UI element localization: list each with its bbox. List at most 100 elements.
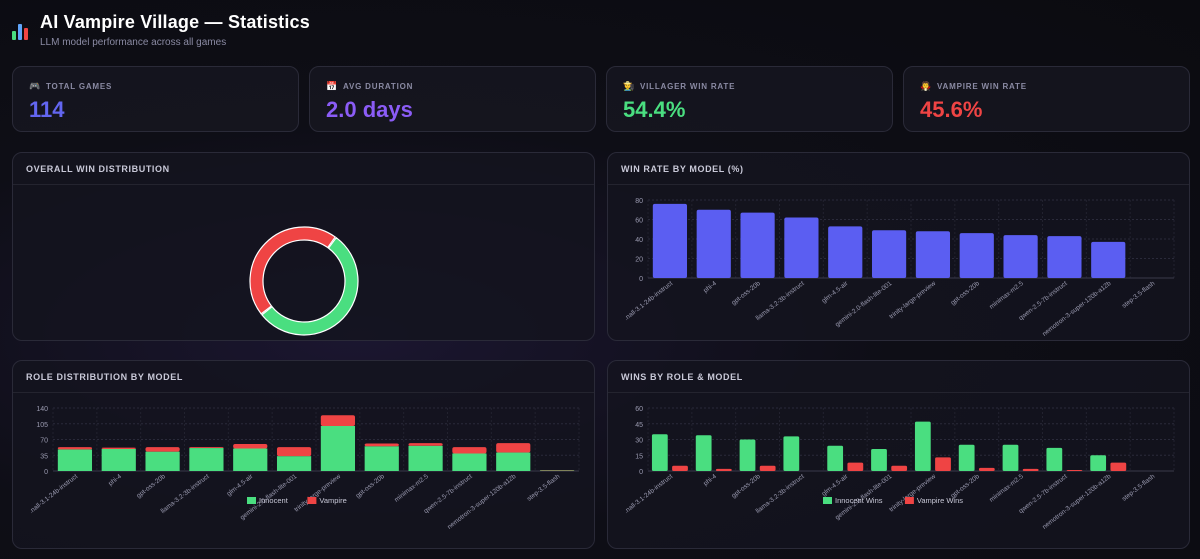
bar-innocent bbox=[452, 453, 487, 471]
bar-innocent-wins bbox=[783, 436, 800, 471]
bar bbox=[784, 217, 819, 278]
y-tick-label: 70 bbox=[40, 438, 48, 445]
legend-swatch bbox=[247, 497, 256, 504]
bar-innocent bbox=[496, 452, 531, 471]
bar-chart-icon bbox=[12, 18, 30, 40]
stat-value: 45.6% bbox=[920, 97, 983, 122]
bar-innocent-wins bbox=[1046, 447, 1063, 471]
legend-swatch bbox=[904, 497, 914, 504]
x-tick-label: glm-4.5-air bbox=[821, 280, 850, 305]
x-tick-label: step-3.5-flash bbox=[526, 473, 562, 503]
bar-vampire bbox=[276, 447, 312, 457]
bar bbox=[1091, 241, 1126, 278]
x-tick-label: gpt-oss-20b bbox=[135, 473, 167, 500]
y-tick-label: 35 bbox=[40, 453, 48, 460]
y-tick-label: 140 bbox=[36, 406, 48, 413]
bar-innocent bbox=[364, 446, 399, 471]
x-tick-label: minimax-m2.5 bbox=[988, 473, 1025, 504]
stat-label: TOTAL GAMES bbox=[46, 82, 113, 91]
bar-innocent bbox=[189, 448, 224, 471]
bar-innocent-wins bbox=[827, 445, 844, 471]
x-tick-label: minimax-m2.5 bbox=[988, 280, 1025, 311]
y-tick-label: 30 bbox=[635, 438, 643, 445]
bar-innocent bbox=[233, 448, 268, 471]
x-tick-label: step-3.5-flash bbox=[1121, 280, 1157, 310]
stat-value: 2.0 days bbox=[326, 97, 413, 122]
x-tick-label: phi-4 bbox=[702, 473, 718, 488]
bar bbox=[1003, 235, 1038, 278]
villager-icon: 👨‍🌾 bbox=[623, 81, 636, 91]
bar-vampire-wins bbox=[759, 465, 776, 471]
bar-vampire-wins bbox=[1110, 462, 1127, 471]
panel-title: WINS BY ROLE & MODEL bbox=[608, 361, 1189, 393]
stat-label: AVG DURATION bbox=[343, 82, 414, 91]
bar-vampire-wins bbox=[978, 467, 995, 471]
x-tick-label: minimax-m2.5 bbox=[393, 473, 430, 504]
legend-label: Innocent Wins bbox=[835, 496, 883, 505]
game-controller-icon: 🎮 bbox=[29, 81, 42, 91]
panel-title: OVERALL WIN DISTRIBUTION bbox=[13, 153, 594, 185]
vampire-icon: 🧛 bbox=[920, 81, 933, 91]
legend-label: Innocent bbox=[259, 496, 289, 505]
bar-vampire bbox=[320, 415, 356, 426]
x-tick-label: gpt-oss-20b bbox=[730, 280, 762, 307]
bar-vampire bbox=[408, 443, 443, 446]
x-tick-label: llama-3.2-3b-instruct bbox=[160, 473, 211, 515]
x-tick-label: glm-4.5-air bbox=[226, 473, 255, 498]
page-subtitle: LLM model performance across all games bbox=[40, 37, 227, 48]
y-tick-label: 20 bbox=[635, 257, 643, 264]
donut-slice bbox=[261, 236, 359, 336]
bar-innocent bbox=[57, 449, 93, 471]
stat-card-vampire-win-rate: 🧛 VAMPIRE WIN RATE 45.6% bbox=[903, 66, 1190, 132]
bar-innocent-wins bbox=[739, 439, 756, 471]
bar-innocent bbox=[408, 445, 443, 471]
bar-vampire bbox=[145, 447, 180, 452]
bar-vampire-wins bbox=[715, 468, 732, 471]
bar-innocent bbox=[145, 451, 180, 471]
bar bbox=[740, 212, 775, 278]
role-distribution-bar-chart: 0 35 70 105 140 .nall-3.1-24b-instruct phi-4 gp… bbox=[28, 406, 580, 531]
legend-swatch bbox=[823, 497, 832, 504]
bar-innocent-wins bbox=[958, 444, 975, 471]
bar bbox=[915, 231, 951, 278]
stat-card-total-games: 🎮 TOTAL GAMES 114 bbox=[12, 66, 299, 132]
stat-value: 114 bbox=[29, 97, 65, 122]
panel-title: ROLE DISTRIBUTION BY MODEL bbox=[13, 361, 594, 393]
panel-wins-by-role: WINS BY ROLE & MODEL 0 15 30 45 60 .nall-3.1-… bbox=[607, 360, 1190, 549]
bar-vampire bbox=[496, 443, 531, 453]
x-tick-label: phi-4 bbox=[107, 473, 123, 488]
bar-innocent-wins bbox=[651, 434, 668, 471]
bar-innocent bbox=[320, 426, 356, 471]
x-tick-label: step-3.5-flash bbox=[1121, 473, 1157, 503]
bar-vampire-wins bbox=[935, 457, 951, 471]
y-tick-label: 60 bbox=[635, 406, 643, 413]
bar-innocent-wins bbox=[695, 435, 712, 471]
stat-value: 54.4% bbox=[623, 97, 686, 122]
legend-label: Vampire bbox=[319, 496, 346, 505]
bar bbox=[1047, 236, 1082, 278]
y-tick-label: 0 bbox=[639, 276, 643, 283]
donut-chart bbox=[249, 226, 359, 336]
bar bbox=[652, 203, 688, 278]
x-tick-label: .nall-3.1-24b-instruct bbox=[623, 280, 674, 322]
x-tick-label: .nall-3.1-24b-instruct bbox=[28, 473, 79, 515]
y-tick-label: 80 bbox=[635, 198, 643, 205]
stat-label: VAMPIRE WIN RATE bbox=[937, 82, 1027, 91]
bar-innocent-wins bbox=[914, 421, 931, 471]
page-title: AI Vampire Village — Statistics bbox=[40, 12, 310, 32]
x-tick-label: glm-4.5-air bbox=[821, 473, 850, 498]
x-tick-label: llama-3.2-3b-instruct bbox=[755, 280, 806, 322]
y-tick-label: 0 bbox=[639, 469, 643, 476]
page-header: AI Vampire Village — Statistics LLM mode… bbox=[12, 12, 310, 48]
wins-by-role-bar-chart: 0 15 30 45 60 .nall-3.1-24b-instruct phi-4 gpt-… bbox=[623, 406, 1175, 531]
x-tick-label: .nall-3.1-24b-instruct bbox=[623, 473, 674, 515]
calendar-icon: 📅 bbox=[326, 81, 339, 91]
x-tick-label: phi-4 bbox=[702, 280, 718, 295]
legend-swatch bbox=[307, 497, 317, 504]
y-tick-label: 40 bbox=[635, 237, 643, 244]
bar-innocent-wins bbox=[871, 448, 887, 471]
panel-win-distribution: OVERALL WIN DISTRIBUTION bbox=[12, 152, 595, 341]
x-tick-label: llama-3.2-3b-instruct bbox=[755, 473, 806, 515]
bar bbox=[696, 209, 731, 278]
bar-vampire bbox=[189, 447, 224, 449]
